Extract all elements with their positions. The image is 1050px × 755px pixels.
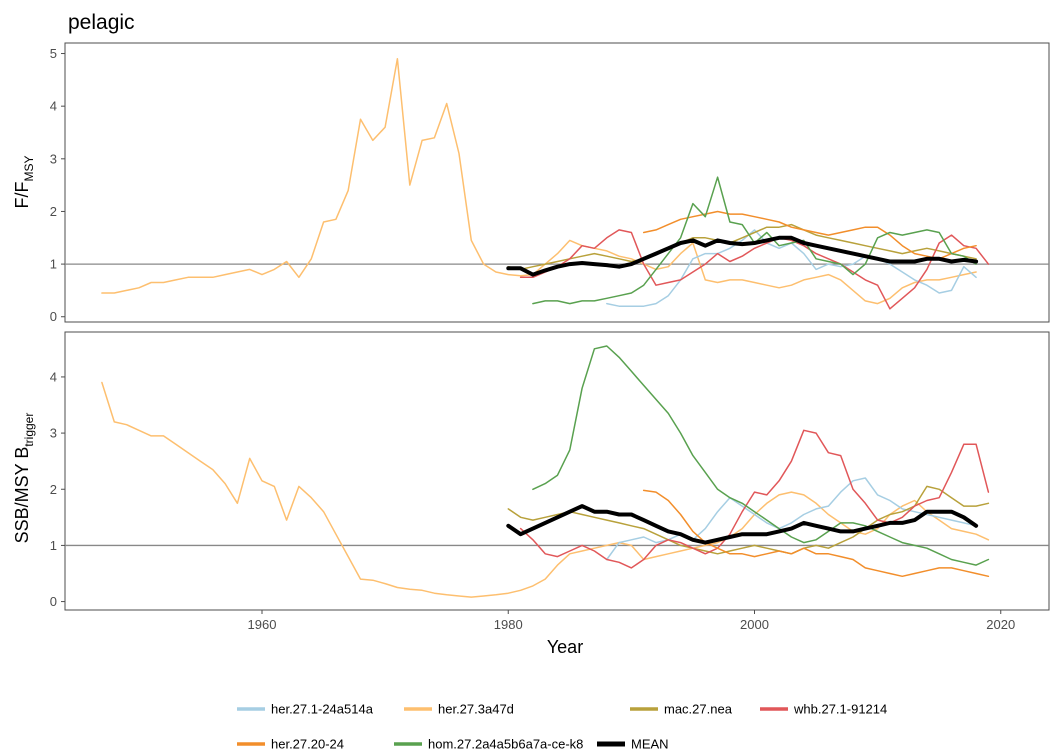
series-line-mac.27.nea: [507, 485, 990, 555]
x-tick-label: 2000: [740, 617, 769, 632]
ssb-axis-title: SSB/MSY Btrigger: [12, 413, 36, 544]
series-line-MEAN: [506, 504, 979, 545]
series-line-MEAN: [506, 235, 979, 277]
chart-title: pelagic: [68, 11, 135, 34]
ssb-axis-title-sub: trigger: [22, 413, 36, 447]
x-axis: 1960 1980 2000 2020: [248, 610, 1015, 632]
x-tick-label: 1960: [248, 617, 277, 632]
series-line-mac.27.nea: [507, 223, 977, 271]
y-tick-label: 2: [50, 482, 57, 497]
legend-label-her.27.3a47d: her.27.3a47d: [438, 702, 514, 717]
legend-label-hom.27.2a4a5b6a7a-ce-k8: hom.27.2a4a5b6a7a-ce-k8: [428, 737, 583, 752]
legend-label-whb.27.1-91214: whb.27.1-91214: [793, 702, 887, 717]
series-line-whb.27.1-91214: [519, 229, 990, 310]
series-line-her.27.3a47d: [101, 381, 990, 598]
series-line-whb.27.1-91214: [519, 429, 990, 569]
x-tick-label: 2020: [986, 617, 1015, 632]
ssb-ratio-panel: 0 1 2 3 4: [50, 331, 1050, 611]
legend-label-her.27.1-24a514a: her.27.1-24a514a: [271, 702, 374, 717]
y-tick-label: 0: [50, 309, 57, 324]
y-tick-label: 2: [50, 204, 57, 219]
series-line-hom.27.2a4a5b6a7a-ce-k8: [532, 345, 990, 566]
legend-label-mac.27.nea: mac.27.nea: [664, 702, 733, 717]
y-tick-label: 4: [50, 369, 57, 384]
f-axis-title-main: F/F: [12, 182, 32, 209]
series-line-her.27.3a47d: [101, 58, 977, 305]
ssb-axis-title-main: SSB/MSY B: [12, 447, 32, 544]
x-axis-title: Year: [547, 637, 583, 657]
panel-frame: [64, 331, 1050, 611]
f-axis-title: F/FMSY: [12, 155, 36, 208]
series-line-her.27.20-24: [642, 210, 977, 260]
f-axis-title-sub: MSY: [22, 155, 36, 181]
f-ratio-panel: 0 1 2 3 4 5: [50, 42, 1050, 324]
x-tick-label: 1980: [494, 617, 523, 632]
y-tick-label: 1: [50, 538, 57, 553]
y-tick-label: 0: [50, 594, 57, 609]
legend-label-her.27.20-24: her.27.20-24: [271, 737, 344, 752]
y-tick-label: 3: [50, 151, 57, 166]
y-tick-label: 5: [50, 46, 57, 61]
y-tick-label: 1: [50, 257, 57, 272]
series-line-her.27.20-24: [642, 489, 990, 578]
y-tick-label: 4: [50, 99, 57, 114]
legend: her.27.1-24a514a her.27.3a47d mac.27.nea wh…: [237, 702, 887, 752]
panel-frame: [64, 42, 1050, 323]
y-tick-label: 3: [50, 426, 57, 441]
legend-label-MEAN: MEAN: [631, 737, 669, 752]
